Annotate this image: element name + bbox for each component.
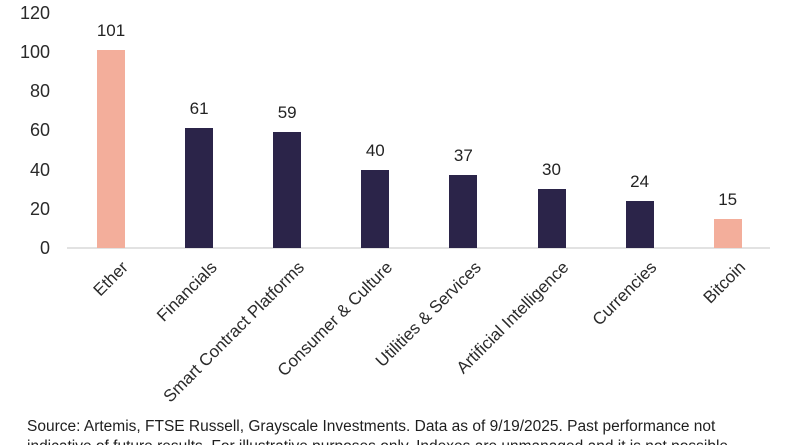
source-note: Source: Artemis, FTSE Russell, Grayscale… [27, 417, 728, 445]
bar-value-label: 59 [277, 103, 297, 123]
x-category-label: Smart Contract Platforms [159, 257, 309, 407]
x-axis-line [67, 247, 770, 249]
x-category-label: Ether [89, 257, 133, 300]
bar [449, 175, 478, 248]
bar [625, 200, 654, 248]
bar-value-label: 30 [542, 160, 561, 180]
bar-value-label: 24 [630, 171, 650, 191]
y-tick-label: 100 [19, 41, 50, 62]
y-tick-label: 60 [29, 120, 50, 141]
y-tick-label: 0 [39, 238, 50, 258]
x-category-label: Financials [152, 257, 221, 326]
bar [537, 189, 566, 248]
x-category-label: Bitcoin [699, 257, 749, 308]
x-category-label: Currencies [589, 257, 661, 330]
bar [273, 132, 302, 248]
bar [185, 128, 214, 248]
bar-value-label: 37 [453, 146, 473, 166]
bar [97, 49, 125, 248]
y-tick-label: 20 [29, 198, 50, 219]
bar-value-label: 40 [365, 140, 385, 160]
bar-value-label: 61 [189, 99, 209, 119]
source-note-line2: indicative of future results. For illust… [27, 437, 728, 445]
y-tick-label: 80 [29, 81, 50, 101]
bar-value-label: 15 [718, 189, 738, 209]
bar [361, 169, 390, 248]
y-tick-label: 40 [29, 159, 50, 180]
bar [713, 218, 742, 248]
source-note-line1: Source: Artemis, FTSE Russell, Grayscale… [27, 418, 716, 435]
y-tick-label: 120 [19, 2, 50, 23]
bar-value-label: 101 [96, 20, 126, 40]
